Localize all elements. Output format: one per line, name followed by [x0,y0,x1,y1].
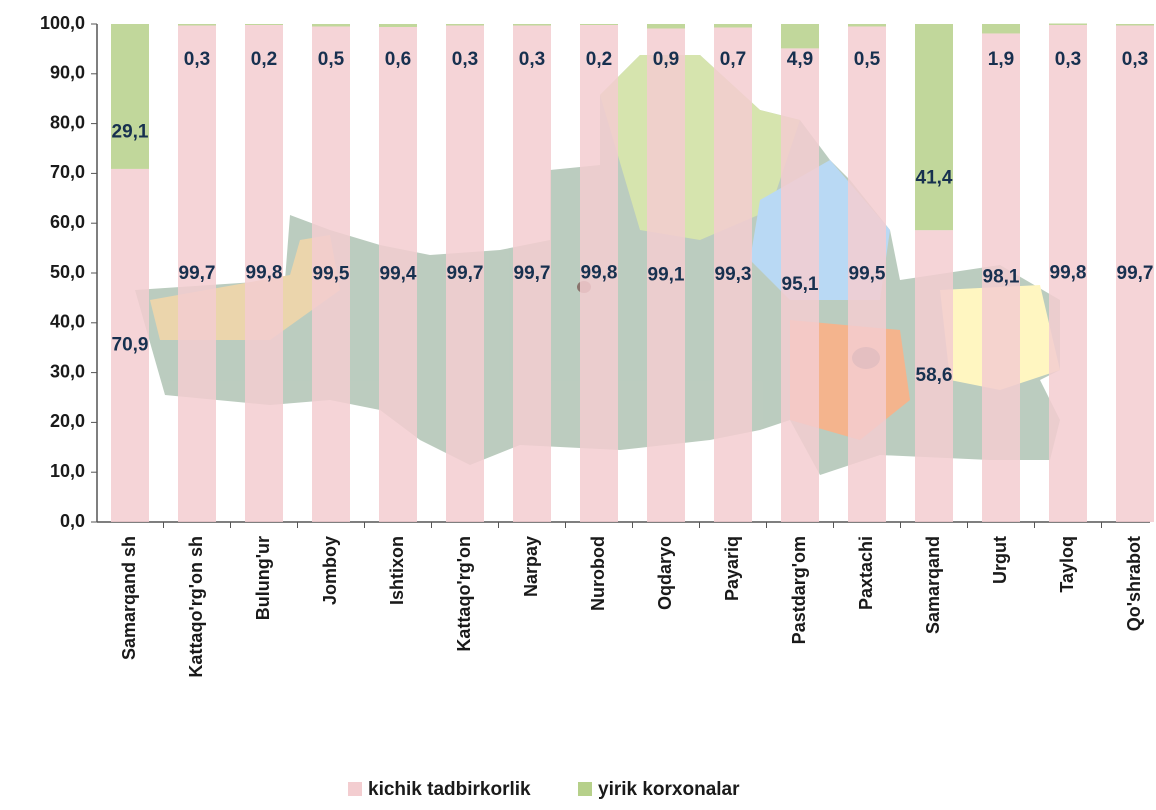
value-label: 0,3 [1055,49,1081,70]
bar-segment [714,24,752,28]
value-label: 99,8 [1050,263,1087,284]
y-tick-label: 10,0 [50,461,85,481]
bar-segment [111,168,149,522]
value-label: 99,4 [380,264,417,285]
y-tick-label: 60,0 [50,212,85,232]
x-tick-label: Tayloq [1057,536,1077,593]
legend-label: kichik tadbirkorlik [368,779,531,800]
value-label: 99,7 [179,263,216,284]
bar-segment [580,24,618,522]
value-label: 99,3 [715,264,752,285]
bar-segment [647,24,685,29]
bar-segment [915,230,953,522]
y-tick-label: 80,0 [50,112,85,132]
value-label: 58,6 [916,365,953,386]
x-tick-label: Kattaqo'rg'on [454,536,474,652]
bar-segment [446,25,484,523]
bar-segment [178,25,216,523]
bar-segment [781,48,819,522]
value-label: 99,8 [246,263,283,284]
y-tick-label: 0,0 [60,511,85,531]
value-label: 0,2 [586,49,612,70]
bar-segment [848,26,886,523]
bar-segment [982,33,1020,522]
x-tick-label: Paxtachi [856,536,876,610]
value-label: 0,3 [184,49,210,70]
value-label: 29,1 [112,122,149,143]
x-tick-label: Urgut [990,536,1010,584]
value-label: 41,4 [916,168,953,189]
value-label: 0,9 [653,49,679,70]
bar-segment [111,24,149,169]
x-tick-label: Payariq [722,536,742,601]
bar-segment [647,28,685,523]
value-label: 99,5 [849,263,886,284]
x-tick-label: Nurobod [588,536,608,611]
x-tick-label: Kattaqo'rg'on sh [186,536,206,678]
y-tick-label: 40,0 [50,312,85,332]
value-label: 1,9 [988,49,1014,70]
bar-segment [245,24,283,25]
value-label: 99,7 [514,263,551,284]
y-tick-label: 30,0 [50,361,85,381]
bar-segment [982,24,1020,34]
value-label: 0,3 [1122,49,1148,70]
bar-segment [513,25,551,523]
bar-segment [178,24,216,26]
bar-segment [580,24,618,25]
bar-segment [1116,24,1154,26]
value-label: 0,3 [519,49,545,70]
bar-segment [312,24,350,27]
bar-segment [1049,24,1087,522]
y-tick-label: 90,0 [50,63,85,83]
y-tick-label: 100,0 [40,13,85,33]
bar-segment [379,26,417,522]
x-tick-label: Bulung'ur [253,536,273,620]
bar-segment [245,24,283,522]
value-label: 99,7 [1117,263,1154,284]
bar-segment [848,24,886,27]
bar-segment [513,24,551,26]
x-tick-label: Qo'shrabot [1124,536,1144,631]
y-tick-label: 70,0 [50,162,85,182]
bar-segment [714,27,752,523]
value-label: 99,1 [648,264,685,285]
x-tick-label: Ishtixon [387,536,407,605]
bar-segment [312,26,350,523]
bar-segment [1116,25,1154,523]
value-label: 0,5 [854,49,881,70]
bar-segment [446,24,484,26]
x-tick-label: Oqdaryo [655,536,675,610]
value-label: 98,1 [983,267,1020,288]
legend-label: yirik korxonalar [598,779,740,800]
value-label: 0,6 [385,49,411,70]
bar-segment [1049,23,1087,25]
value-label: 99,7 [447,263,484,284]
y-tick-label: 20,0 [50,411,85,431]
y-tick-label: 50,0 [50,262,85,282]
legend-swatch [578,782,592,796]
x-tick-label: Samarqand sh [119,536,139,660]
value-label: 0,5 [318,49,345,70]
value-label: 99,8 [581,263,618,284]
x-tick-label: Jomboy [320,536,340,605]
value-label: 95,1 [782,274,819,295]
value-label: 0,3 [452,49,478,70]
value-label: 4,9 [787,49,813,70]
bar-segment [379,24,417,27]
value-label: 0,7 [720,49,746,70]
x-tick-label: Narpay [521,536,541,597]
value-label: 99,5 [313,263,350,284]
bar-segment [915,24,953,231]
legend-swatch [348,782,362,796]
value-label: 70,9 [112,334,149,355]
x-tick-label: Pastdarg'om [789,536,809,644]
x-tick-label: Samarqand [923,536,943,634]
bar-segment [781,24,819,49]
value-label: 0,2 [251,49,277,70]
